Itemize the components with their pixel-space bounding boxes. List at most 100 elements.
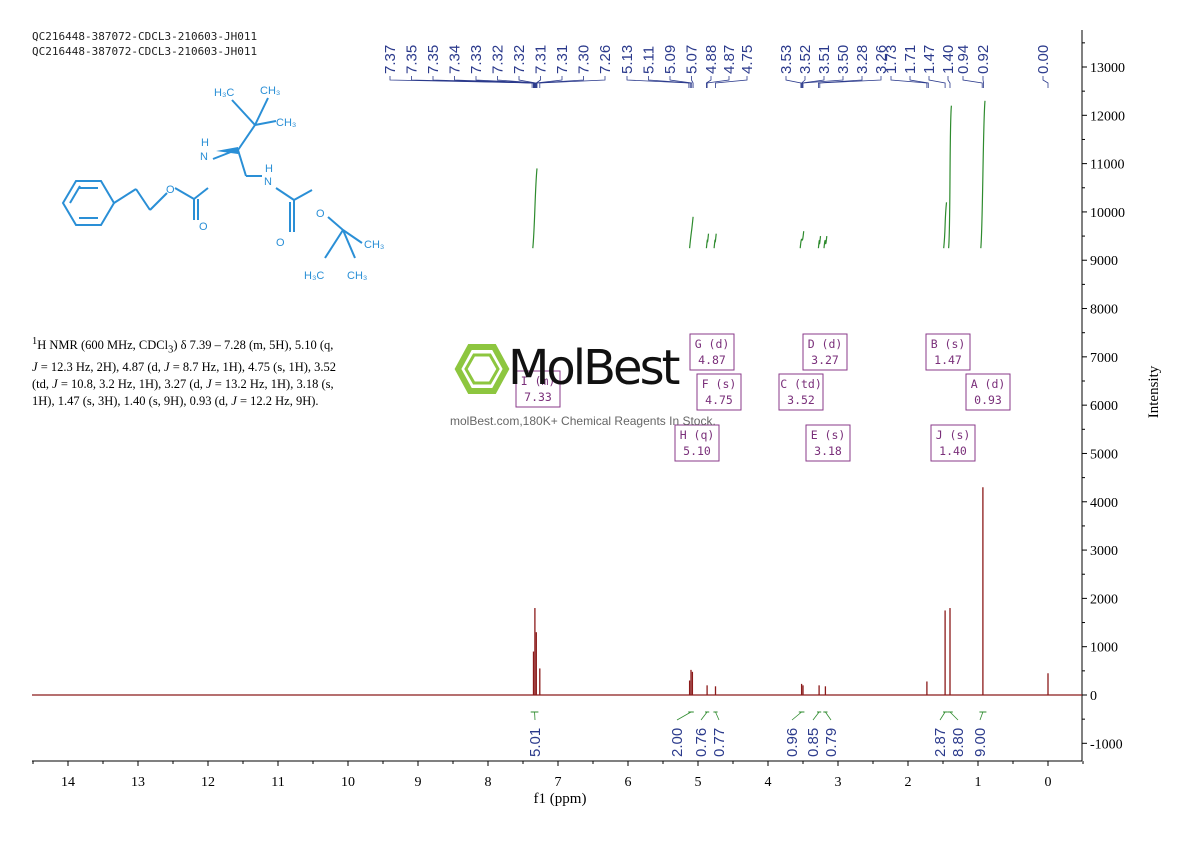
y-tick-label: 3000 — [1090, 544, 1118, 559]
peak-label: 7.32 — [490, 45, 507, 74]
multiplet-box: H (q) 5.10 — [674, 424, 720, 462]
bond — [342, 229, 363, 244]
y-tick-label: 12000 — [1090, 109, 1125, 124]
bond — [324, 229, 344, 259]
bond — [193, 187, 209, 200]
peak-label-leader — [536, 76, 584, 88]
integral-value: 5.01 — [527, 728, 544, 757]
peak-label: 7.32 — [511, 45, 528, 74]
peak-label: 1.73 — [883, 45, 900, 74]
x-tick-label: 2 — [905, 775, 912, 790]
peak-label: 3.50 — [835, 45, 852, 74]
peak-label: 3.26 — [873, 45, 890, 74]
peak-label-leader — [706, 76, 730, 88]
peak-label-leader — [890, 76, 928, 88]
integral-value: 2.00 — [669, 728, 686, 757]
integral-value: 8.80 — [950, 728, 967, 757]
spectrum — [32, 487, 1082, 696]
x-tick-label: 3 — [835, 775, 842, 790]
y-tick-label: 9000 — [1090, 254, 1118, 269]
peak-label-leader — [535, 76, 563, 88]
molbest-logo-icon — [454, 344, 510, 394]
peak-label: 1.71 — [902, 45, 919, 74]
x-tick-label: 9 — [415, 775, 422, 790]
peak-label-leader — [518, 76, 536, 88]
nh-right-h-label: H — [265, 163, 273, 175]
peak-label-leader — [432, 76, 534, 88]
integral-value: 0.85 — [805, 728, 822, 757]
multiplet-shift: 7.33 — [524, 390, 552, 404]
x-tick-label: 12 — [201, 775, 215, 790]
spectrum-id-line-1: QC216448-387072-CDCL3-210603-JH011 — [32, 30, 258, 43]
y-tick-label: 13000 — [1090, 61, 1125, 76]
peak-label-leader — [669, 76, 693, 88]
x-tick-label: 4 — [765, 775, 772, 790]
y-tick-label: 6000 — [1090, 399, 1118, 414]
integral-bracket-leader — [700, 711, 708, 721]
peak-label: 5.13 — [619, 45, 636, 74]
watermark-logo-text: MolBest — [508, 340, 680, 396]
multiplet-box: J (s) 1.40 — [930, 424, 976, 462]
multiplet-name: J (s) — [936, 428, 971, 442]
multiplet-box: F (s) 4.75 — [696, 373, 742, 411]
nmr-text-part: = 8.7 Hz, 1H), 4.75 (s, 1H), 3.52 — [169, 359, 337, 374]
benzene-ring — [61, 180, 116, 226]
peak-label-leader — [947, 76, 951, 88]
bond — [237, 124, 256, 151]
x-tick-label: 6 — [625, 775, 632, 790]
integral-bracket-leader — [676, 711, 692, 721]
peak-labels: 7.37 7.35 7.35 7.34 7.33 7.32 7.32 7.31 7.31 7.30… — [382, 45, 1052, 88]
peak-label: 3.28 — [854, 45, 871, 74]
o-left-ester-label: O — [166, 184, 175, 196]
peak-label-leader — [818, 76, 863, 88]
nmr-j: J — [32, 359, 38, 374]
spectrum-id-line-2: QC216448-387072-CDCL3-210603-JH011 — [32, 45, 258, 58]
nmr-text-part: = 12.3 Hz, 2H), 4.87 (d, — [37, 359, 165, 374]
peak-label-leader — [909, 76, 929, 88]
peak-label-leader — [802, 76, 844, 88]
peak-label-leader — [648, 76, 691, 88]
multiplet-name: I (m) — [521, 374, 556, 388]
y-tick-label: -1000 — [1090, 737, 1123, 752]
y-tick-label: 2000 — [1090, 592, 1118, 607]
peak-label: 4.88 — [703, 45, 720, 74]
bond — [174, 187, 195, 200]
y-tick-label: 10000 — [1090, 206, 1125, 221]
peak-label-leader — [706, 76, 712, 88]
nmr-sup: 1 — [32, 336, 38, 347]
integral-value: 0.77 — [711, 728, 728, 757]
bond — [149, 192, 168, 211]
o-right-ester-label: O — [316, 208, 325, 220]
nmr-description: 1H NMR (600 MHz, CDCl3) δ 7.39 – 7.28 (m… — [32, 333, 377, 410]
nmr-j: J — [231, 393, 237, 408]
peak-label-leader — [539, 76, 606, 88]
peak-label-leader — [626, 76, 690, 88]
integral-value: 2.87 — [932, 728, 949, 757]
multiplet-box: D (d) 3.27 — [802, 333, 848, 371]
multiplet-shift: 4.87 — [698, 353, 726, 367]
integral-bracket-leader — [791, 711, 802, 721]
integral-curve — [943, 202, 948, 249]
bond — [254, 97, 269, 126]
bond — [327, 216, 344, 231]
peak-label-leader — [475, 76, 536, 88]
multiplet-box: G (d) 4.87 — [689, 333, 735, 371]
multiplet-shift: 3.52 — [787, 393, 815, 407]
nmr-text-part: ) δ 7.39 – 7.28 (m, 5H), 5.10 (q, — [173, 338, 334, 353]
peak-label: 3.51 — [816, 45, 833, 74]
integral-curve — [689, 216, 694, 249]
x-tick-label: 8 — [485, 775, 492, 790]
integral-value: 0.76 — [693, 728, 710, 757]
integral-curve — [948, 105, 952, 249]
nmr-text-part: (td, — [32, 376, 53, 391]
multiplet-box: A (d) 0.93 — [965, 373, 1011, 411]
peak-label: 1.47 — [921, 45, 938, 74]
multiplet-name: D (d) — [808, 337, 843, 351]
peak-label-leader — [928, 76, 946, 88]
h3c-top-label: H₃C — [214, 87, 234, 99]
peak-label: 4.87 — [721, 45, 738, 74]
peak-label: 7.33 — [468, 45, 485, 74]
x-tick-label: 7 — [555, 775, 562, 790]
x-ticks: 14 13 12 11 10 9 8 7 6 5 4 3 2 1 0 — [32, 761, 1084, 790]
peak-label: 0.00 — [1035, 45, 1052, 74]
